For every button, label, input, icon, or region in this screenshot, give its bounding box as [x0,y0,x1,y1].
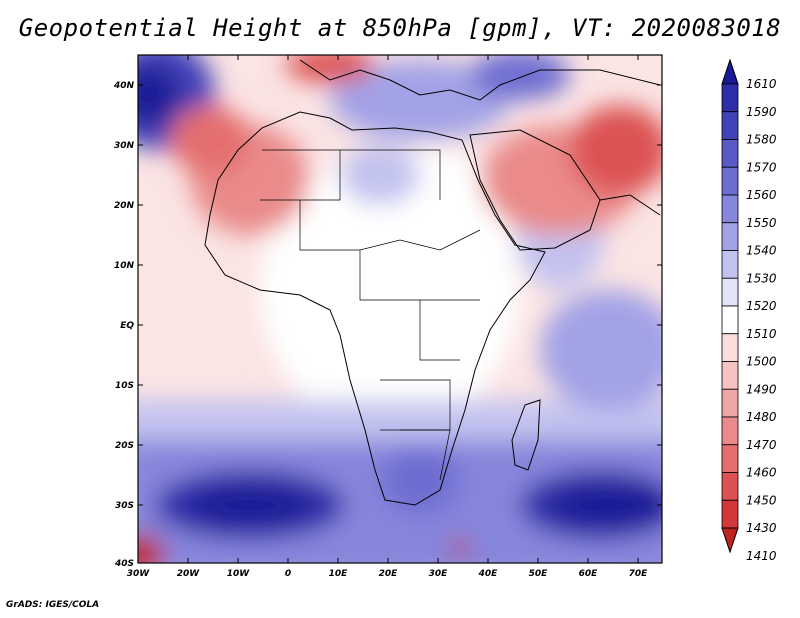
colorbar-swatch [721,194,739,224]
lon-label: 50E [529,569,549,579]
colorbar-label: 1410 [746,549,777,563]
lon-label: 40E [478,569,499,579]
colorbar-label: 1580 [746,133,777,147]
colorbar-label: 1520 [746,299,777,313]
colorbar-label: 1490 [746,382,777,396]
longitude-axis: 30W 20W 10W 0 10E 20E 30E 40E 50E 60E 70E [127,55,648,579]
europe-coast [299,59,661,101]
colorbar-label: 1560 [746,188,777,202]
africa-outline [204,111,546,506]
lon-label: 10E [329,569,349,579]
lat-label: 30N [114,141,135,151]
lon-label: 20E [379,569,399,579]
height-field [138,55,662,563]
colorbar-label: 1570 [746,160,777,174]
colorbar-swatch [721,250,739,279]
colorbar-swatch [721,222,739,251]
map-title: Geopotential Height at 850hPa [gpm], VT:… [18,14,782,42]
colorbar-label: 1460 [746,466,777,480]
colorbar-label: 1510 [746,327,777,341]
colorbar-label: 1540 [746,244,777,258]
lat-label: 40N [113,81,135,91]
colorbar-swatch [721,444,739,473]
lat-label: 10S [115,381,134,391]
colorbar-label: 1480 [746,410,777,424]
colorbar-swatch [721,166,739,196]
colorbar-swatch [721,388,739,418]
colorbar-top-arrow [721,58,739,85]
grads-credit: GrADS: IGES/COLA [6,600,100,610]
colorbar-label: 1550 [746,216,777,230]
colorbar-label: 1610 [746,77,777,91]
lat-label: 20S [115,441,134,451]
colorbar-label: 1500 [746,355,777,369]
arabia-outline [469,129,601,251]
colorbar-bottom-arrow [721,527,739,554]
madagascar-outline [511,399,541,471]
lat-label: 40S [114,559,134,569]
lon-label: 10W [227,569,251,579]
map-frame [137,54,663,564]
colorbar-swatch [721,83,739,113]
colorbar-swatch [721,333,739,362]
lon-label: 60E [579,569,599,579]
coastlines [204,59,661,506]
colorbar-swatch [721,361,739,390]
colorbar-swatch [721,416,739,446]
lon-label: 20W [177,569,201,579]
colorbar-label: 1430 [746,521,777,535]
colorbar-swatch [721,305,739,335]
latitude-axis: 40N 30N 20N 10N EQ 10S 20S 30S 40S [113,81,662,569]
lat-label: 10N [114,261,135,271]
colorbar-swatch [721,472,739,501]
lon-label: 0 [285,569,291,579]
colorbar-swatch [721,499,739,529]
colorbar-swatch [721,139,739,168]
lat-label: EQ [120,321,134,331]
colorbar-label: 1470 [746,438,777,452]
colorbar-swatch [721,111,739,140]
colorbar-label: 1450 [746,493,777,507]
colorbar-label: 1530 [746,271,777,285]
colorbar: 1610 1590 1580 1570 1560 1550 1540 1530 1520 1510… [721,58,777,563]
country-borders [260,149,481,481]
lon-label: 30W [127,569,151,579]
colorbar-label: 1590 [746,105,777,119]
lat-label: 20N [114,201,135,211]
lat-label: 30S [115,501,134,511]
lon-label: 70E [629,569,649,579]
lon-label: 30E [429,569,449,579]
asia-coast [599,194,661,216]
colorbar-swatch [721,277,739,307]
